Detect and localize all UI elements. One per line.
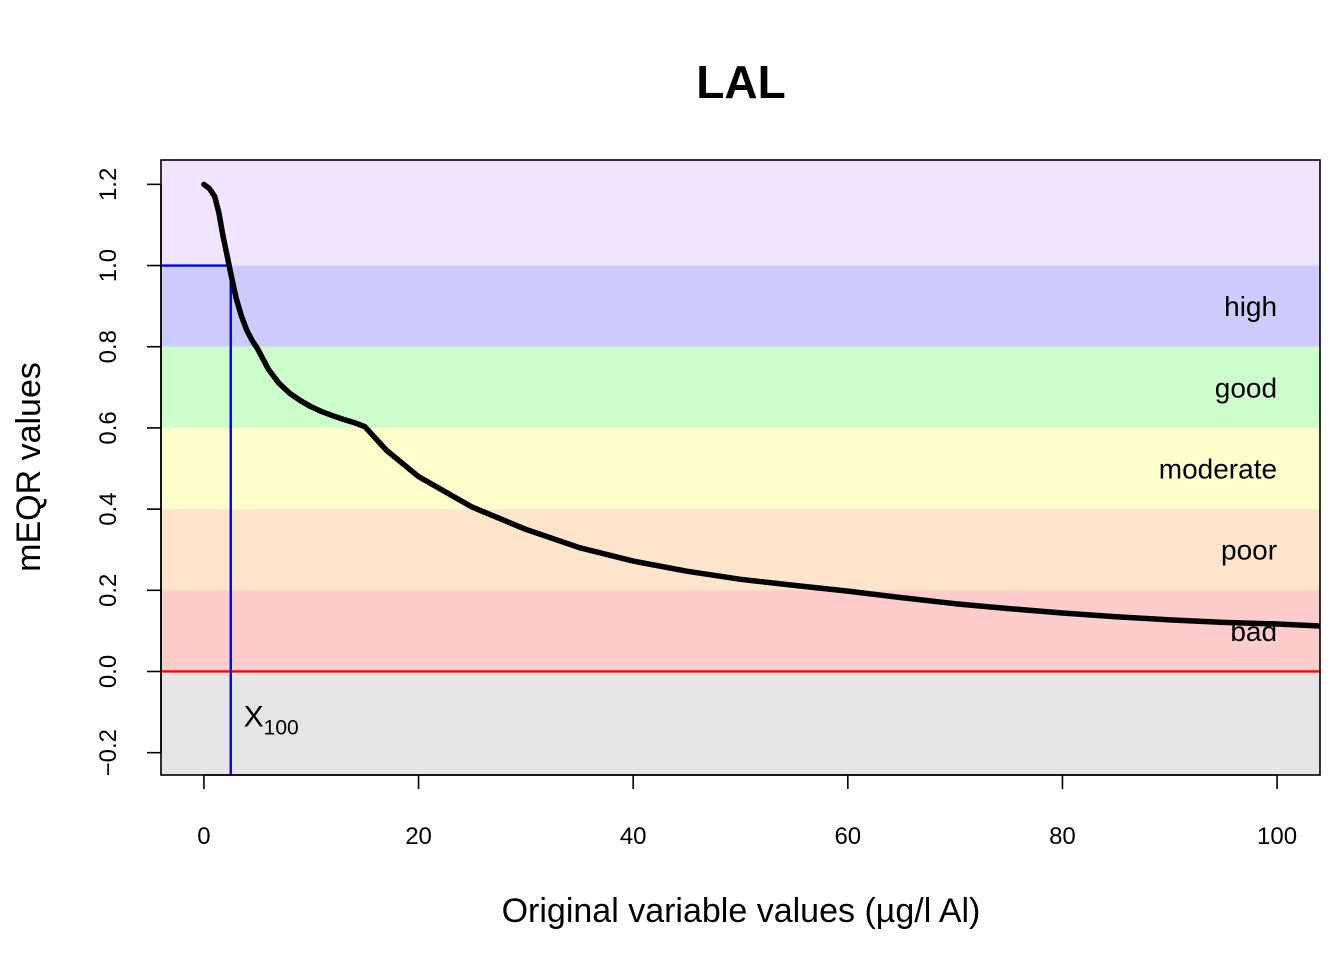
y-tick-label: 0.8 [95,330,122,363]
x-axis-label: Original variable values (µg/l Al) [502,892,981,930]
reference-lines [161,264,1320,775]
class-label-poor: poor [1221,535,1277,566]
annotations: X100 [244,700,299,739]
y-axis: −0.2 0.0 0.2 0.4 0.6 0.8 1.0 1.2 [95,168,162,776]
y-tick-label: 0.6 [95,411,122,444]
band-bad [161,590,1320,672]
x-tick-label: 0 [197,823,210,850]
y-tick-label: 0.4 [95,492,122,525]
x-tick-label: 20 [405,823,432,850]
series-lines [201,181,1320,629]
x-tick-label: 60 [834,823,861,850]
y-tick-label: 1.0 [95,249,122,282]
y-tick-label: 0.2 [95,574,122,607]
chart-title: LAL [696,56,785,108]
y-axis-label: mEQR values [10,362,48,572]
class-label-high: high [1224,291,1277,322]
y-tick-label: −0.2 [95,729,122,776]
annotation-subscript: 100 [264,716,299,739]
annotation-text: X [244,700,264,733]
class-bands [161,160,1320,775]
band-moderate [161,427,1320,510]
annotation-0: X100 [244,700,299,739]
band-zone-0 [161,160,1320,266]
class-label-good: good [1215,372,1277,403]
class-labels: high good moderate poor bad [1159,291,1277,647]
class-label-bad: bad [1230,616,1277,647]
band-high [161,265,1320,347]
y-tick-label: 0.0 [95,655,122,688]
y-tick-label: 1.2 [95,168,122,201]
band-zone-6 [161,671,1320,775]
x-tick-label: 100 [1257,823,1297,850]
band-good [161,346,1320,428]
class-label-moderate: moderate [1159,454,1277,485]
x-tick-label: 80 [1049,823,1076,850]
series-line-0 [201,181,1320,629]
x-tick-label: 40 [620,823,647,850]
x-axis: 0 20 40 60 80 100 [197,774,1297,850]
